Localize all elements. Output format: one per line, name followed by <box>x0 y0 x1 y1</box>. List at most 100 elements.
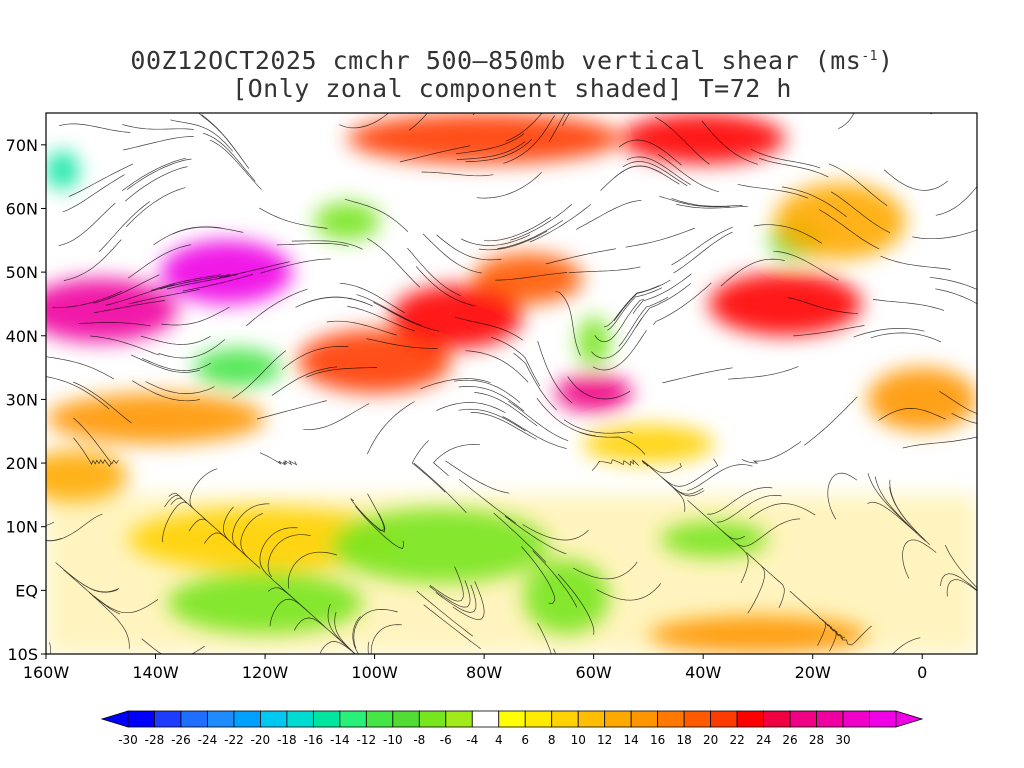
colorbar-swatch <box>736 710 764 728</box>
colorbar-label: -22 <box>224 733 244 747</box>
colorbar-label: -28 <box>145 733 165 747</box>
colorbar-swatch <box>365 710 394 728</box>
easterly-region <box>577 316 611 368</box>
colorbar-max-arrow <box>895 710 924 728</box>
colorbar-swatch <box>630 710 659 728</box>
colorbar-swatch <box>127 710 155 728</box>
x-tick-label: 100W <box>351 663 398 682</box>
x-axis: 160W 140W 120W 100W 80W 60W 40W 20W 0 <box>23 654 927 682</box>
y-tick-label: 50N <box>6 263 38 282</box>
y-tick-label: 10N <box>6 518 38 537</box>
westerly-jet-region <box>128 507 402 572</box>
colorbar-swatch <box>260 710 288 728</box>
easterly-region <box>166 571 364 635</box>
colorbar-min-arrow <box>100 710 129 728</box>
colorbar-label: -18 <box>277 733 297 747</box>
westerly-jet-region <box>555 373 632 413</box>
colorbar-label: 16 <box>650 733 665 747</box>
y-tick-label: 70N <box>6 136 38 155</box>
colorbar-label: 10 <box>571 733 586 747</box>
westerly-jet-region <box>46 450 129 502</box>
colorbar-label: -12 <box>357 733 377 747</box>
westerly-jet-region <box>648 615 868 654</box>
y-tick-label: EQ <box>15 581 38 600</box>
colorbar: -30 -28 -26 -24 -22 -20 -18 -16 -14 -12 -10 -8 -6 -4 4… <box>100 710 924 747</box>
colorbar-label: 28 <box>809 733 824 747</box>
x-tick-label: 0 <box>917 663 927 682</box>
colorbar-swatch <box>180 710 208 728</box>
westerly-jet-region <box>391 284 523 349</box>
easterly-region <box>46 151 79 190</box>
x-tick-label: 120W <box>242 663 289 682</box>
colorbar-label: 18 <box>676 733 691 747</box>
x-tick-label: 160W <box>23 663 70 682</box>
colorbar-label: 14 <box>624 733 639 747</box>
colorbar-swatch <box>604 710 632 728</box>
westerly-jet-region <box>621 113 786 164</box>
colorbar-swatch <box>286 710 314 728</box>
westerly-jet-region <box>161 240 293 304</box>
colorbar-swatch <box>312 710 341 728</box>
y-tick-label: 20N <box>6 454 38 473</box>
westerly-jet-region <box>297 329 452 394</box>
streamlines <box>46 113 977 654</box>
colorbar-label: -10 <box>383 733 403 747</box>
plot-title-line2: [Only zonal component shaded] T=72 h <box>232 74 792 103</box>
streamline-paths <box>46 113 977 654</box>
y-tick-label: 30N <box>6 390 38 409</box>
x-tick-label: 20W <box>795 663 831 682</box>
colorbar-label: 30 <box>835 733 850 747</box>
westerly-jet-region <box>46 278 178 343</box>
plot-title-line1: 00Z12OCT2025 cmchr 500–850mb vertical sh… <box>0 46 1024 75</box>
colorbar-label: 6 <box>521 733 529 747</box>
colorbar-label: 12 <box>597 733 612 747</box>
colorbar-label: -8 <box>413 733 425 747</box>
colorbar-swatch <box>816 710 844 728</box>
colorbar-label: -14 <box>330 733 350 747</box>
title-line1-prefix: 00Z12OCT2025 cmchr 500–850mb vertical sh… <box>130 46 862 75</box>
colorbar-swatch <box>445 710 473 728</box>
colorbar-swatch <box>207 710 235 728</box>
colorbar-label: -30 <box>118 733 138 747</box>
colorbar-label: 8 <box>548 733 556 747</box>
colorbar-swatch <box>842 710 870 728</box>
colorbar-label: -6 <box>440 733 452 747</box>
x-tick-label: 140W <box>132 663 179 682</box>
colorbar-label: 22 <box>729 733 744 747</box>
map-frame <box>45 112 978 655</box>
colorbar-label: -20 <box>251 733 271 747</box>
easterly-region <box>330 507 550 584</box>
easterly-region <box>659 520 769 559</box>
westerly-jet-region <box>774 183 906 260</box>
colorbar-swatch <box>789 710 817 728</box>
colorbar-swatch <box>392 710 420 728</box>
easterly-region <box>522 558 611 635</box>
colorbar-swatch <box>577 710 606 728</box>
colorbar-label: 24 <box>756 733 771 747</box>
map-plot-area <box>46 113 977 654</box>
westerly-jet-region <box>473 253 583 304</box>
x-tick-label: 60W <box>576 663 612 682</box>
colorbar-swatch <box>869 710 897 728</box>
westerly-jet-region <box>347 113 621 164</box>
y-tick-label: 40N <box>6 327 38 346</box>
colorbar-swatch <box>233 710 261 728</box>
colorbar-label: -26 <box>171 733 191 747</box>
x-tick-label: 80W <box>466 663 502 682</box>
westerly-jet-region <box>708 272 862 336</box>
colorbar-swatch <box>471 710 500 728</box>
colorbar-swatch <box>524 710 553 728</box>
colorbar-swatch <box>551 710 579 728</box>
title-line1-suffix: ) <box>878 46 894 75</box>
westerly-jet-region <box>46 393 266 444</box>
title-unit-superscript: -1 <box>861 49 878 64</box>
colorbar-swatch <box>657 710 685 728</box>
colorbar-swatch <box>339 710 367 728</box>
westerly-jet-region <box>867 367 977 432</box>
colorbar-label: 26 <box>782 733 797 747</box>
colorbar-label: -24 <box>198 733 218 747</box>
colorbar-swatch <box>154 710 182 728</box>
colorbar-swatch <box>763 710 791 728</box>
colorbar-swatch <box>418 710 447 728</box>
